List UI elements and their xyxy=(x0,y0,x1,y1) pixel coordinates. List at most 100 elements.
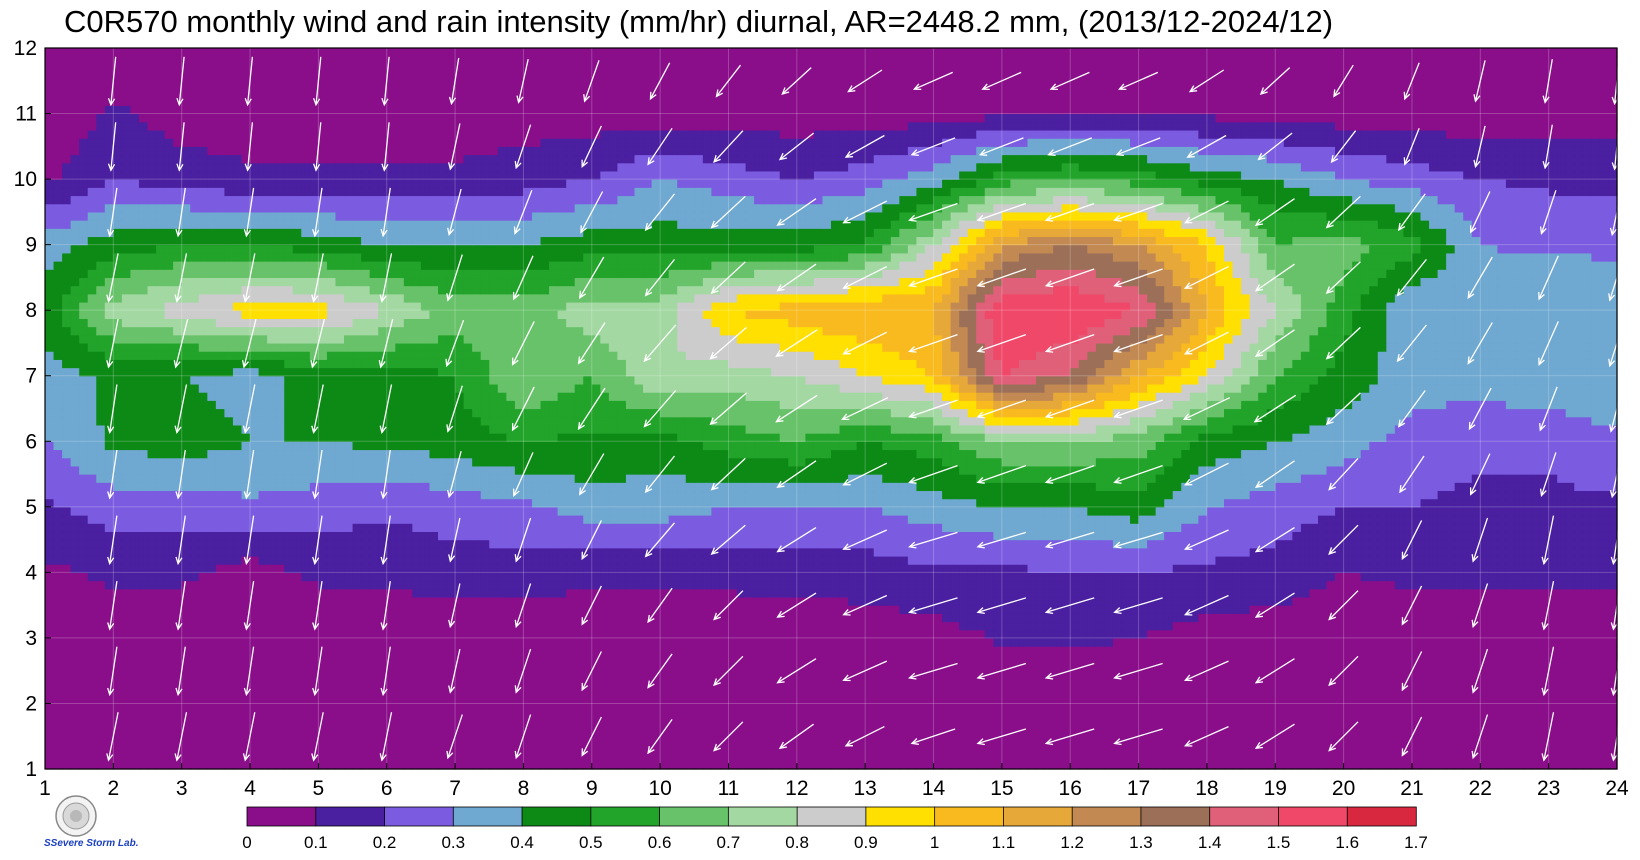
contour-cell xyxy=(942,613,952,623)
contour-cell xyxy=(959,564,969,573)
contour-cell xyxy=(950,580,960,590)
contour-cell xyxy=(1360,555,1370,565)
contour-cell xyxy=(805,588,815,598)
contour-cell xyxy=(463,662,473,672)
contour-cell xyxy=(1548,555,1558,565)
contour-cell xyxy=(1599,588,1610,598)
contour-cell xyxy=(113,752,123,762)
contour-cell xyxy=(848,736,858,746)
contour-cell xyxy=(523,728,533,737)
contour-cell xyxy=(1275,760,1285,770)
contour-cell xyxy=(420,728,431,737)
contour-cell xyxy=(1121,711,1131,721)
contour-cell xyxy=(1053,760,1063,770)
contour-cell xyxy=(967,678,977,688)
contour-cell xyxy=(1138,572,1148,582)
contour-cell xyxy=(668,695,678,705)
contour-cell xyxy=(711,596,721,606)
contour-cell xyxy=(480,711,490,721)
contour-cell xyxy=(899,637,909,647)
contour-cell xyxy=(1463,719,1473,729)
contour-cell xyxy=(1027,605,1037,614)
contour-cell xyxy=(779,719,789,729)
contour-cell xyxy=(907,662,918,672)
contour-cell xyxy=(1411,719,1422,729)
contour-cell xyxy=(344,695,354,705)
contour-cell xyxy=(53,621,63,631)
contour-cell xyxy=(113,662,123,672)
contour-cell xyxy=(1403,580,1413,590)
contour-cell xyxy=(788,703,798,713)
contour-cell xyxy=(813,580,824,590)
contour-cell xyxy=(53,547,63,557)
contour-cell xyxy=(1531,736,1541,746)
contour-cell xyxy=(677,572,687,582)
contour-cell xyxy=(1403,711,1413,721)
contour-cell xyxy=(557,703,567,713)
contour-cell xyxy=(685,752,695,762)
contour-cell xyxy=(1070,613,1080,623)
contour-cell xyxy=(130,678,140,688)
contour-cell xyxy=(113,719,123,729)
contour-cell xyxy=(309,580,319,590)
contour-cell xyxy=(848,670,858,680)
contour-cell xyxy=(771,752,781,762)
contour-cell xyxy=(907,703,918,713)
contour-cell xyxy=(1309,588,1319,598)
contour-cell xyxy=(788,695,798,705)
contour-cell xyxy=(1053,719,1063,729)
contour-cell xyxy=(1420,678,1430,688)
contour-cell xyxy=(1429,719,1439,729)
contour-cell xyxy=(301,613,311,623)
contour-cell xyxy=(583,719,593,729)
contour-cell xyxy=(215,703,226,713)
contour-cell xyxy=(267,637,277,647)
contour-cell xyxy=(1300,613,1311,623)
contour-cell xyxy=(848,572,858,582)
contour-cell xyxy=(822,744,832,754)
contour-cell xyxy=(412,687,422,696)
contour-cell xyxy=(463,703,473,713)
contour-cell xyxy=(1164,654,1174,664)
contour-cell xyxy=(1198,629,1208,639)
contour-cell xyxy=(1189,572,1199,582)
contour-cell xyxy=(1036,588,1046,598)
contour-cell xyxy=(805,728,815,737)
contour-cell xyxy=(1582,637,1592,647)
contour-cell xyxy=(1104,687,1114,696)
contour-cell xyxy=(45,605,55,614)
contour-cell xyxy=(190,547,200,557)
contour-cell xyxy=(924,744,935,754)
contour-cell xyxy=(1574,687,1584,696)
contour-cell xyxy=(156,629,166,639)
contour-cell xyxy=(668,752,678,762)
contour-cell xyxy=(138,662,149,672)
contour-cell xyxy=(600,555,610,565)
contour-cell xyxy=(1104,760,1114,770)
contour-cell xyxy=(104,613,114,623)
contour-cell xyxy=(164,678,174,688)
contour-cell xyxy=(1241,646,1251,655)
contour-cell xyxy=(1514,719,1524,729)
contour-cell xyxy=(514,588,525,598)
contour-cell xyxy=(412,711,422,721)
contour-cell xyxy=(942,719,952,729)
contour-cell xyxy=(130,547,140,557)
contour-cell xyxy=(181,736,191,746)
contour-cell xyxy=(395,744,405,754)
contour-cell xyxy=(754,646,764,655)
contour-cell xyxy=(113,654,123,664)
contour-cell xyxy=(301,629,311,639)
contour-cell xyxy=(1172,670,1182,680)
contour-cell xyxy=(1164,728,1174,737)
contour-cell xyxy=(737,613,747,623)
contour-cell xyxy=(1386,547,1396,557)
contour-cell xyxy=(121,760,132,770)
contour-cell xyxy=(839,580,849,590)
contour-cell xyxy=(660,572,670,582)
contour-cell xyxy=(1224,662,1234,672)
contour-cell xyxy=(181,687,191,696)
contour-cell xyxy=(1394,760,1405,770)
contour-cell xyxy=(566,646,576,655)
contour-cell xyxy=(181,719,191,729)
